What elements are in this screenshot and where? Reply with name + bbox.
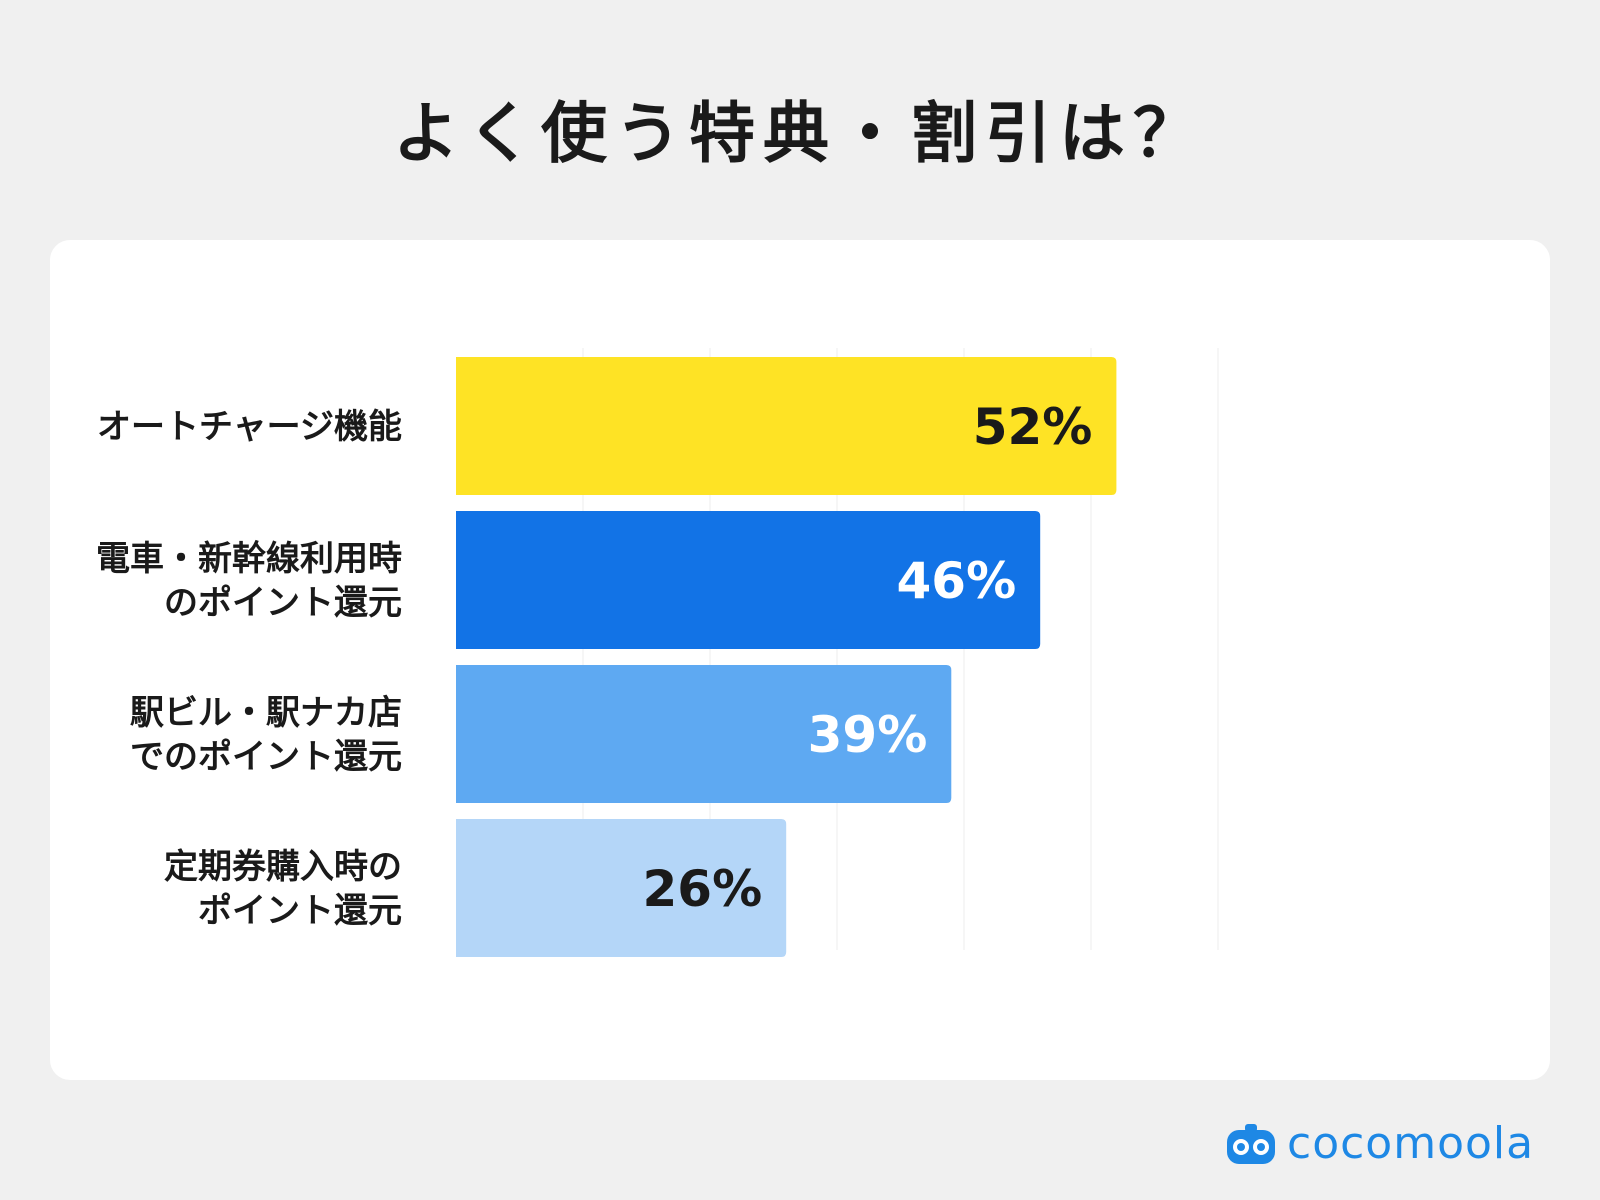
bar	[456, 665, 952, 803]
brand-name: cocomoola	[1287, 1118, 1535, 1169]
category-label: のポイント還元	[164, 583, 402, 623]
bar-value-label: 39%	[808, 706, 928, 764]
category-label: 電車・新幹線利用時	[96, 539, 402, 579]
bar-value-label: 52%	[973, 398, 1093, 456]
bar	[456, 511, 1041, 649]
category-label: でのポイント還元	[130, 737, 402, 777]
category-label: オートチャージ機能	[97, 407, 402, 447]
page-title: よく使う特典・割引は？	[393, 95, 1207, 172]
category-label: ポイント還元	[198, 891, 402, 931]
bar	[456, 357, 1117, 495]
category-label: 定期券購入時の	[164, 847, 402, 887]
chart-card: 52% オートチャージ機能 46% 電車・新幹線利用時 のポイント還元 39% 駅ビル・駅ナ…	[50, 240, 1550, 1080]
bar	[456, 819, 787, 957]
bar-value-label: 26%	[643, 860, 763, 918]
category-label: 駅ビル・駅ナカ店	[130, 693, 402, 733]
cocomoola-logo-icon	[1227, 1123, 1275, 1164]
brand-logo: cocomoola	[1225, 1118, 1534, 1169]
bar-value-label: 46%	[897, 552, 1017, 610]
